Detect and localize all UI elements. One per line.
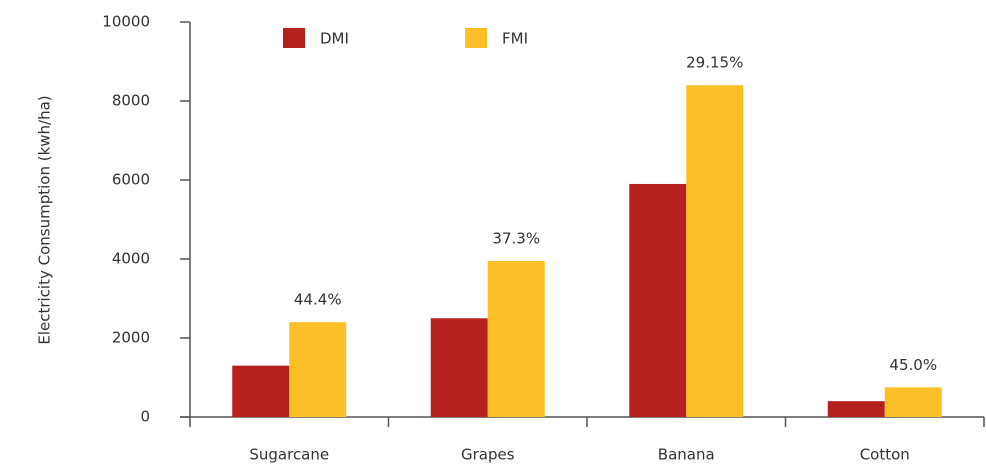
- y-tick-label: 6000: [112, 171, 150, 189]
- bar: [430, 318, 488, 417]
- legend-label: DMI: [320, 30, 349, 48]
- bar: [629, 183, 687, 417]
- annotation: 37.3%: [492, 229, 540, 247]
- bar: [232, 365, 290, 417]
- bar: [884, 387, 942, 417]
- x-tick-label: Cotton: [860, 446, 910, 464]
- y-tick-label: 4000: [112, 250, 150, 268]
- legend-label: FMI: [502, 30, 528, 48]
- x-tick-label: Grapes: [461, 446, 515, 464]
- annotation: 29.15%: [686, 54, 743, 72]
- annotation: 45.0%: [889, 356, 937, 374]
- x-tick-label: Banana: [658, 446, 715, 464]
- bar: [289, 322, 347, 417]
- y-tick-label: 8000: [112, 92, 150, 110]
- annotation: 44.4%: [294, 291, 342, 309]
- y-tick-label: 0: [140, 408, 150, 426]
- bar: [686, 85, 744, 417]
- y-tick-label: 10000: [102, 13, 150, 31]
- x-tick-label: Sugarcane: [249, 446, 329, 464]
- legend-swatch: [465, 28, 487, 48]
- bar: [487, 260, 545, 417]
- y-tick-label: 2000: [112, 329, 150, 347]
- y-axis-label: Electricity Consumption (kwh/ha): [36, 95, 54, 344]
- legend-swatch: [283, 28, 305, 48]
- bar: [827, 401, 885, 417]
